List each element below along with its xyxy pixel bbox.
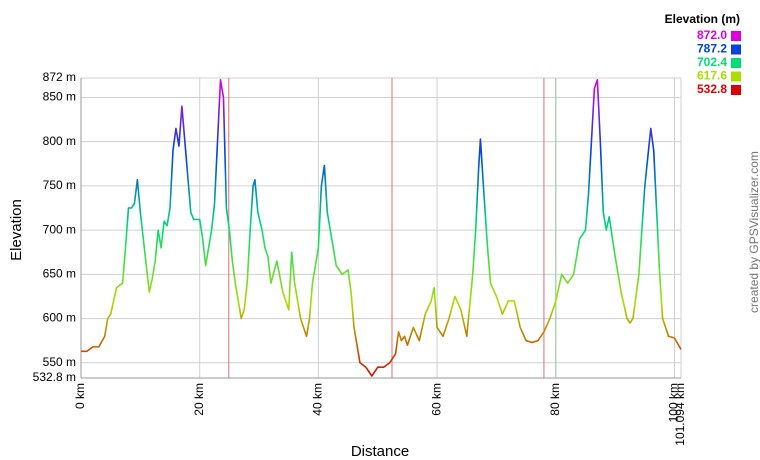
legend-label: 532.8 <box>697 82 727 96</box>
x-axis-label: Distance <box>351 443 409 460</box>
y-tick-label: 700 m <box>43 222 76 236</box>
plot-area <box>81 78 681 378</box>
legend-title: Elevation (m) <box>665 12 740 26</box>
y-tick-label: 872 m <box>43 70 76 84</box>
legend-swatch <box>731 44 741 55</box>
y-tick-label: 532.8 m <box>33 370 76 384</box>
legend-label: 617.6 <box>697 69 727 83</box>
y-tick-label: 550 m <box>43 355 76 369</box>
legend-label: 787.2 <box>697 42 727 56</box>
y-tick-label: 800 m <box>43 134 76 148</box>
legend-swatch <box>731 58 741 68</box>
x-tick-label: 101.094 km <box>673 383 687 446</box>
legend-swatch <box>731 31 741 41</box>
elevation-line <box>81 78 682 377</box>
x-tick-label: 40 km <box>311 383 325 416</box>
y-axis-label: Elevation <box>8 199 25 261</box>
y-tick-label: 750 m <box>43 178 76 192</box>
legend-label: 872.0 <box>697 28 727 42</box>
x-tick-label: 60 km <box>429 383 443 416</box>
y-tick-label: 650 m <box>43 267 76 281</box>
legend-label: 702.4 <box>697 55 727 69</box>
y-tick-label: 600 m <box>43 311 76 325</box>
x-tick-label: 100 km <box>667 383 681 422</box>
y-tick-label: 850 m <box>43 90 76 104</box>
x-tick-label: 0 km <box>73 383 87 409</box>
legend-swatch <box>731 85 741 95</box>
x-tick-label: 20 km <box>192 383 206 416</box>
legend-swatch <box>731 71 741 82</box>
x-tick-label: 80 km <box>548 383 562 416</box>
credit: created by GPSVisualizer.com <box>747 151 760 313</box>
